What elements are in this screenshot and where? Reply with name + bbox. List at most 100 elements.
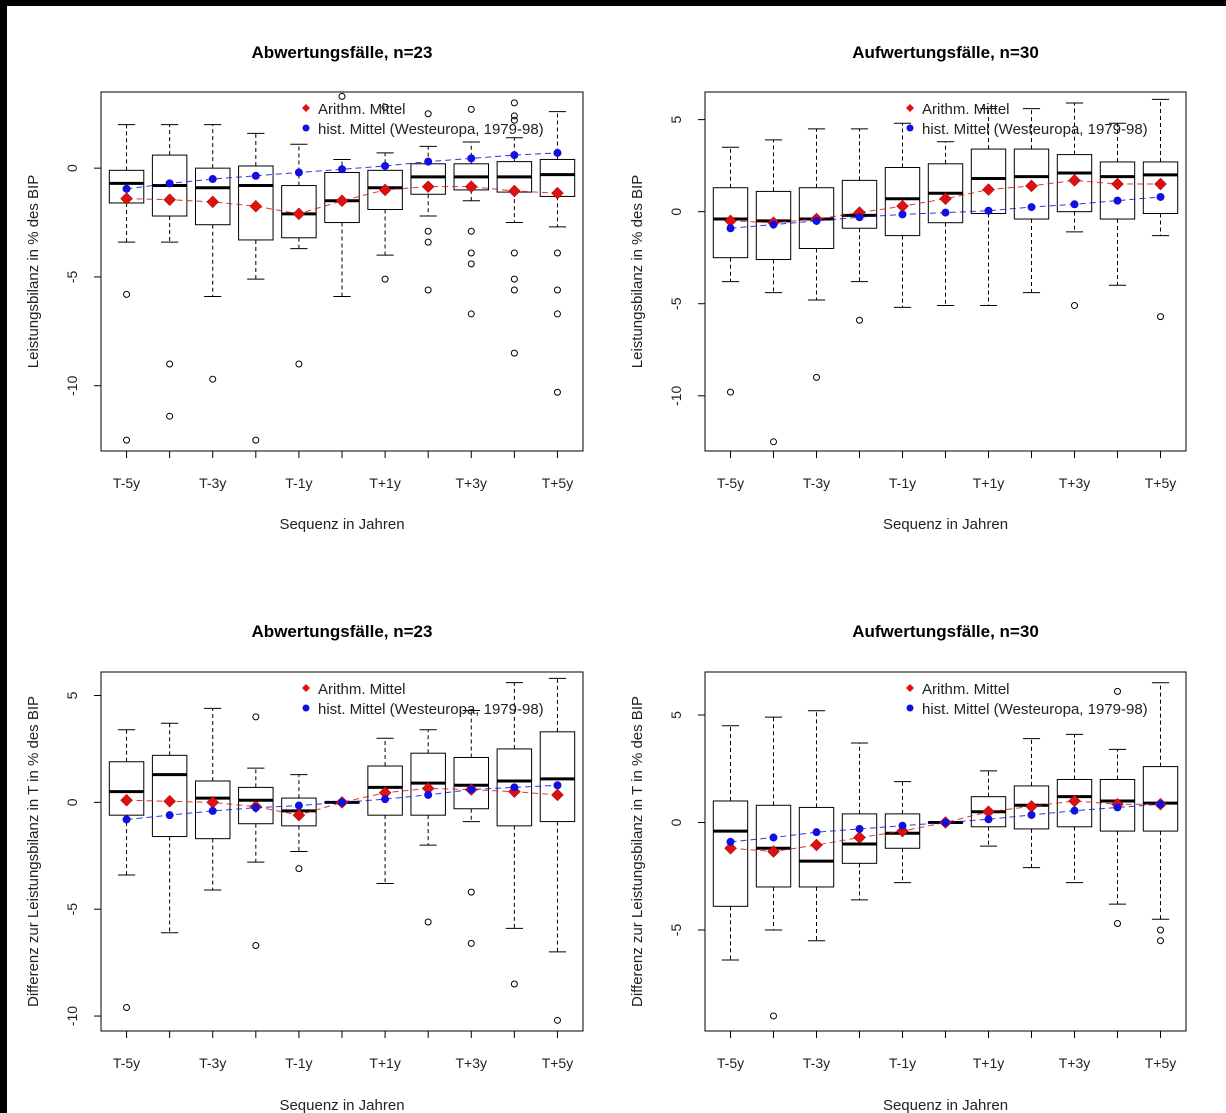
box-T+4y — [1099, 122, 1136, 286]
y-tick-label: 0 — [64, 798, 80, 806]
mean-marker — [767, 845, 780, 858]
series-line-arithm-mittel — [730, 800, 1161, 853]
mean-marker — [1068, 174, 1081, 187]
outlier-point — [424, 918, 432, 926]
outlier-point — [1157, 926, 1164, 934]
hist-mean-marker — [769, 833, 778, 842]
hist-mean-marker — [424, 790, 433, 799]
box-body — [238, 786, 274, 825]
x-axis-label: Sequenz in Jahren — [883, 516, 1008, 533]
outlier-point — [770, 438, 777, 446]
outlier-point — [1157, 313, 1164, 321]
x-tick-label: T-1y — [285, 475, 312, 491]
hist-mean-marker — [208, 175, 217, 184]
outlier-point — [123, 290, 131, 298]
outlier-point — [467, 105, 475, 113]
outlier-point — [510, 116, 518, 124]
outlier-point — [510, 349, 518, 357]
legend-label: hist. Mittel (Westeuropa, 1979-98) — [922, 701, 1148, 718]
mean-marker — [292, 808, 306, 822]
mean-marker — [853, 831, 866, 844]
outlier-point — [467, 939, 475, 947]
box-T-3y — [798, 710, 835, 942]
chart-title: Abwertungsfälle, n=23 — [252, 622, 433, 641]
outlier-point — [467, 227, 475, 235]
box-T-1y — [884, 781, 921, 884]
box-T+1y — [367, 103, 403, 283]
box-body — [453, 756, 490, 810]
mean-marker — [810, 838, 823, 852]
x-tick-label: T+1y — [973, 1055, 1005, 1071]
legend-label: Arithm. Mittel — [922, 681, 1010, 698]
hist-mean-marker — [381, 161, 390, 170]
outlier-point — [1114, 687, 1121, 695]
outlier-point — [209, 375, 217, 383]
box-T-5y — [712, 146, 749, 396]
y-tick-label: 0 — [668, 208, 684, 216]
hist-mean-marker — [812, 828, 821, 837]
x-tick-label: T+3y — [1059, 475, 1091, 491]
hist-mean-marker — [467, 154, 476, 163]
x-tick-label: T+1y — [973, 475, 1005, 491]
legend-dot-icon — [906, 704, 914, 712]
y-tick-label: -5 — [668, 924, 684, 937]
box-T+3y — [453, 105, 490, 318]
legend-item: hist. Mittel (Westeuropa, 1979-98) — [302, 701, 544, 718]
chart-title: Abwertungsfälle, n=23 — [252, 43, 433, 62]
box-T-4y — [151, 722, 188, 934]
series-line-arithm-mittel — [126, 787, 558, 816]
hist-mean-marker — [510, 783, 519, 792]
outlier-point — [467, 249, 475, 257]
box-T+4y — [496, 682, 533, 988]
x-tick-label: T-5y — [113, 1055, 140, 1071]
hist-mean-marker — [726, 224, 735, 233]
box-T-4y — [755, 716, 792, 1020]
hist-mean-marker — [769, 220, 778, 229]
chart-title: Aufwertungsfälle, n=30 — [852, 622, 1039, 641]
x-tick-label: T+1y — [369, 475, 401, 491]
hist-mean-marker — [1070, 806, 1079, 815]
box-T-1y — [884, 122, 921, 308]
hist-mean-marker — [251, 171, 260, 180]
legend-diamond-icon — [906, 104, 914, 112]
x-tick-label: T-3y — [199, 475, 226, 491]
box-T-2y — [841, 742, 878, 901]
series-line-arithm-mittel — [730, 179, 1161, 224]
hist-mean-marker — [381, 795, 390, 804]
box-T-1y — [281, 143, 317, 368]
hist-mean-marker — [294, 801, 303, 810]
outlier-point — [510, 112, 518, 120]
hist-mean-marker — [941, 208, 950, 217]
mean-marker — [206, 195, 220, 209]
legend-item: hist. Mittel (Westeuropa, 1979-98) — [302, 121, 544, 138]
box-T+5y — [1142, 98, 1179, 321]
mean-marker — [335, 194, 349, 208]
x-tick-label: T-3y — [803, 1055, 830, 1071]
outlier-point — [123, 436, 131, 444]
outlier-point — [295, 865, 303, 873]
chart-title: Aufwertungsfälle, n=30 — [852, 43, 1039, 62]
hist-mean-marker — [553, 781, 562, 790]
outlier-point — [424, 238, 432, 246]
outlier-point — [467, 260, 475, 268]
x-axis-label: Sequenz in Jahren — [279, 516, 404, 533]
outlier-point — [252, 942, 260, 950]
outlier-point — [510, 249, 518, 257]
hist-mean-marker — [898, 821, 907, 830]
hist-mean-marker — [510, 151, 519, 160]
outlier-point — [252, 436, 260, 444]
box-T+2y — [410, 110, 446, 294]
box-T — [927, 141, 964, 307]
outlier-point — [553, 388, 561, 396]
mean-marker — [120, 192, 133, 205]
outlier-point — [856, 316, 863, 324]
outlier-point — [553, 249, 561, 257]
hist-mean-marker — [338, 165, 346, 174]
hist-mean-marker — [338, 798, 346, 807]
y-tick-label: 5 — [668, 116, 684, 124]
hist-mean-marker — [251, 803, 260, 812]
legend-dot-icon — [302, 124, 310, 132]
legend-dot-icon — [906, 124, 914, 132]
outlier-point — [123, 1003, 131, 1011]
